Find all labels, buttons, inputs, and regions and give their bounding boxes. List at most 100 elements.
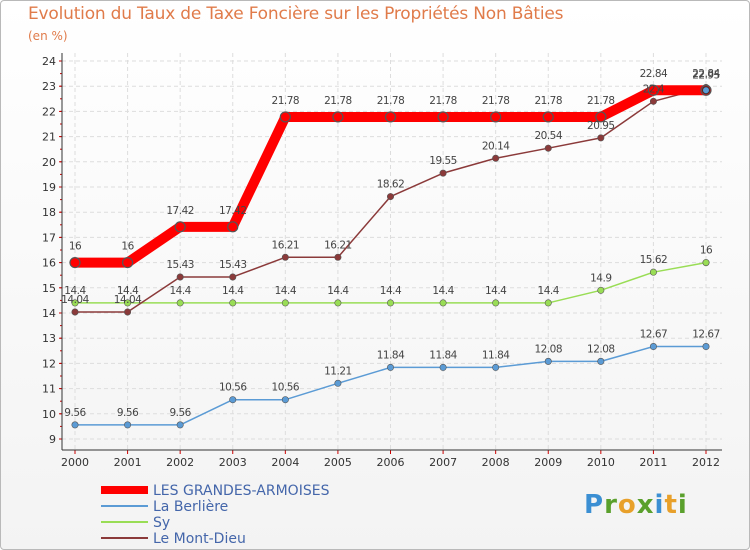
data-point-main xyxy=(227,221,239,233)
data-point xyxy=(71,421,79,429)
y-tick-label: 9 xyxy=(49,433,56,446)
data-point xyxy=(597,286,605,294)
data-label: 17.42 xyxy=(166,205,194,217)
data-point-main xyxy=(595,111,607,123)
data-point xyxy=(386,299,394,307)
grid xyxy=(62,53,722,450)
data-point xyxy=(229,396,237,404)
data-point-overlay xyxy=(702,86,710,95)
legend-label-1: La Berlière xyxy=(153,499,228,515)
y-tick-label: 10 xyxy=(42,408,56,421)
x-tick-label: 2002 xyxy=(166,456,194,469)
x-tick-label: 2009 xyxy=(534,456,562,469)
data-point-main xyxy=(437,111,449,123)
series-layer xyxy=(69,83,712,429)
data-label: 22.84 xyxy=(692,68,720,80)
data-point xyxy=(281,299,289,307)
y-tick-label: 14 xyxy=(42,307,56,320)
data-label: 14.04 xyxy=(114,294,142,306)
data-point xyxy=(492,299,500,307)
data-point-main xyxy=(121,257,134,269)
logo-letter: r xyxy=(604,490,618,520)
data-label: 21.78 xyxy=(587,95,615,107)
y-tick-label: 19 xyxy=(42,181,56,194)
data-point xyxy=(649,97,657,105)
data-point xyxy=(386,193,394,201)
data-point xyxy=(334,253,342,261)
y-tick-label: 16 xyxy=(42,257,56,270)
data-point xyxy=(544,357,552,365)
data-point-main xyxy=(647,84,660,96)
data-label: 21.78 xyxy=(482,95,510,107)
data-label: 21.78 xyxy=(272,95,300,107)
chart-unit: (en %) xyxy=(28,29,68,43)
logo-letter: o xyxy=(617,490,637,520)
data-point xyxy=(229,299,237,307)
data-label: 14.04 xyxy=(61,294,89,306)
data-point xyxy=(492,154,500,162)
data-point-main xyxy=(332,111,344,123)
data-point xyxy=(649,268,657,276)
data-point xyxy=(71,299,79,307)
data-label: 11.84 xyxy=(429,349,457,361)
data-point xyxy=(492,363,500,371)
data-point-main xyxy=(174,221,186,233)
data-point xyxy=(334,299,342,307)
y-tick-label: 18 xyxy=(42,206,56,219)
y-tick-label: 13 xyxy=(42,332,56,345)
data-point-main xyxy=(279,111,291,123)
logo-letter: t xyxy=(664,490,678,520)
data-point xyxy=(176,273,184,281)
legend-label-0: LES GRANDES-ARMOISES xyxy=(153,483,330,499)
data-point xyxy=(597,134,605,142)
data-label: 21.78 xyxy=(324,95,352,107)
data-label: 11.84 xyxy=(377,349,405,361)
data-label: 11.84 xyxy=(482,349,510,361)
data-point xyxy=(439,169,447,177)
logo-letter: i xyxy=(654,490,665,520)
data-label: 16.21 xyxy=(272,239,300,251)
data-point xyxy=(229,273,237,281)
data-label: 14.4 xyxy=(327,285,349,297)
data-point xyxy=(544,144,552,152)
data-label: 22.84 xyxy=(640,68,668,80)
legend-label-2: Sy xyxy=(153,515,170,531)
x-tick-label: 2005 xyxy=(324,456,352,469)
x-tick-label: 2010 xyxy=(587,456,615,469)
data-label: 14.4 xyxy=(538,285,560,297)
data-point xyxy=(71,308,79,316)
data-label: 14.4 xyxy=(64,285,86,297)
data-label: 12.08 xyxy=(587,343,615,355)
data-point xyxy=(281,253,289,261)
y-tick-label: 20 xyxy=(42,156,56,169)
data-point xyxy=(124,308,132,316)
data-label: 20.14 xyxy=(482,140,510,152)
data-label: 12.67 xyxy=(692,329,720,341)
logo-letter: P xyxy=(584,490,605,520)
data-label: 17.42 xyxy=(219,205,247,217)
data-point xyxy=(124,299,132,307)
data-point-main xyxy=(490,111,502,123)
data-label: 14.4 xyxy=(222,285,244,297)
data-point-main xyxy=(542,111,554,123)
data-label: 12.67 xyxy=(640,329,668,341)
data-point xyxy=(702,343,710,351)
data-label: 15.62 xyxy=(640,254,668,266)
data-point xyxy=(334,379,342,387)
data-label: 12.08 xyxy=(534,343,562,355)
data-point xyxy=(544,299,552,307)
data-label: 9.56 xyxy=(64,407,86,419)
data-label: 14.4 xyxy=(380,285,402,297)
data-label: 16 xyxy=(700,245,713,257)
data-label: 10.56 xyxy=(219,382,247,394)
data-label: 20.54 xyxy=(534,130,562,142)
data-point-main xyxy=(69,257,81,269)
data-label: 9.56 xyxy=(117,407,139,419)
data-point xyxy=(439,363,447,371)
data-point xyxy=(597,357,605,365)
data-labels: 16 16 17.42 17.42 21.78 21.78 21.78 21.78 21.78 2… xyxy=(61,68,721,419)
y-tick-label: 21 xyxy=(42,131,56,144)
y-tick-label: 23 xyxy=(42,80,56,93)
y-tick-label: 12 xyxy=(42,357,56,370)
